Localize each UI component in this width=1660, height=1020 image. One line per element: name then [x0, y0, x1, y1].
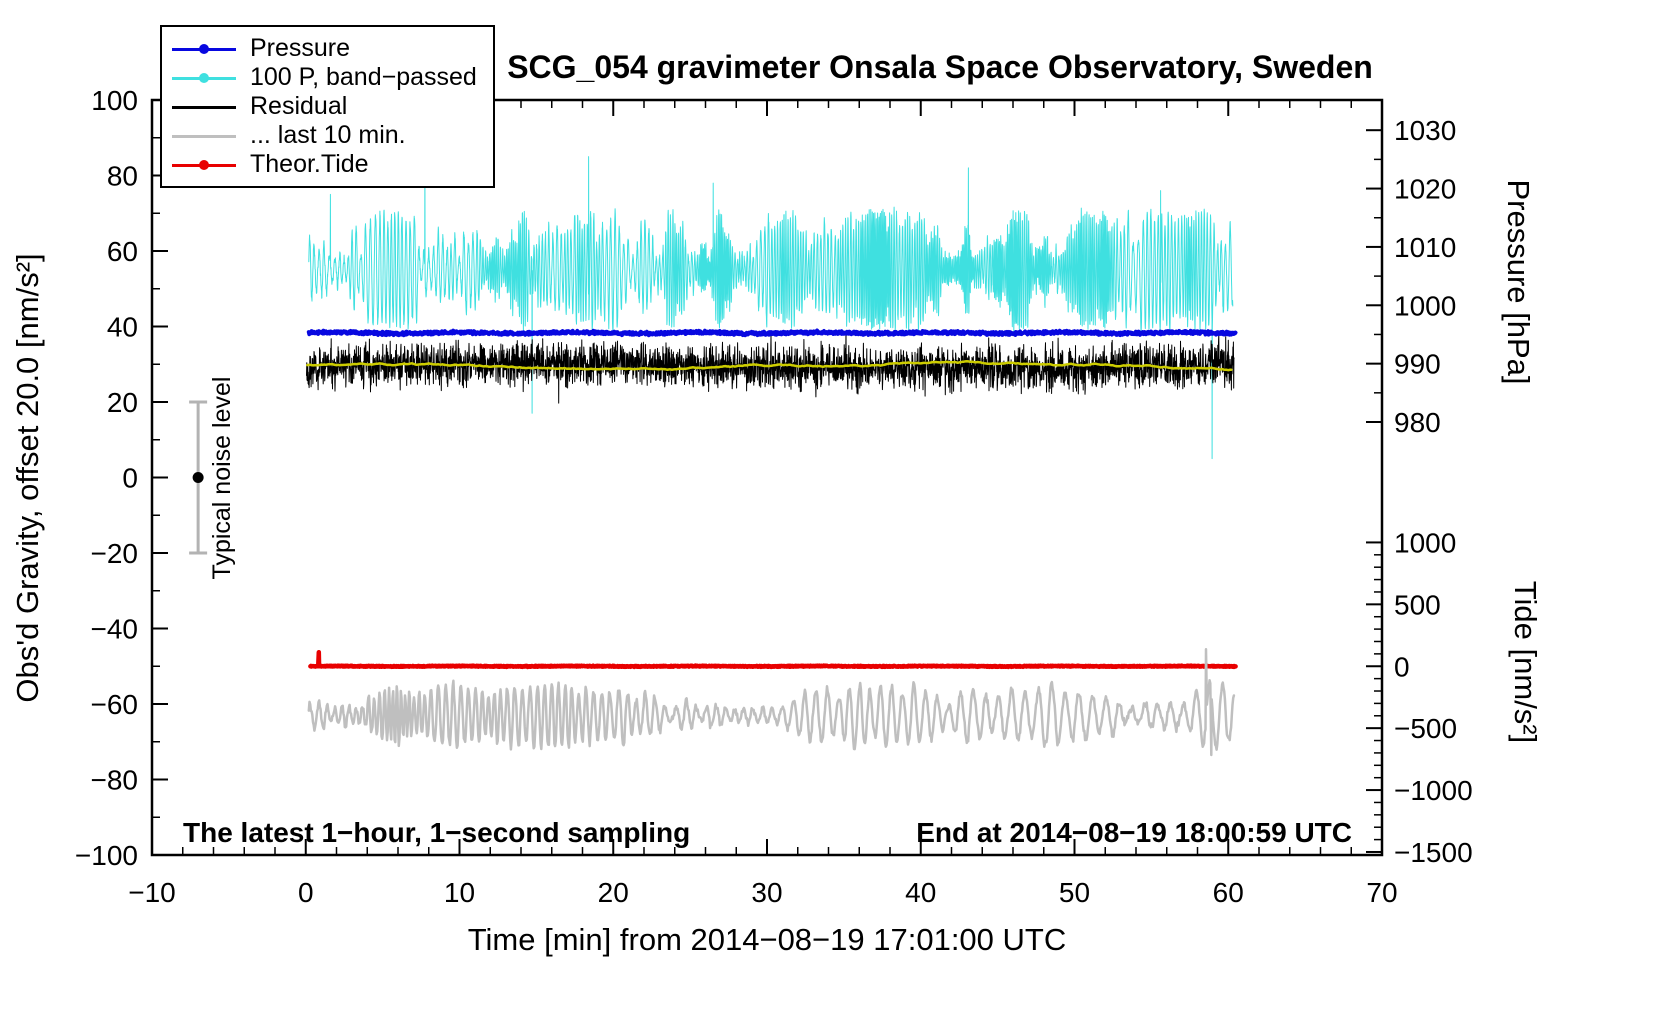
chart-built-content: −10 0 10 20 30 40 50 60 70−100−80−60−40−20020406…: [75, 85, 1473, 908]
x-tick-label: 40: [905, 877, 936, 908]
legend-label: ... last 10 min.: [250, 121, 406, 149]
y-tick-label-tide: −1500: [1394, 837, 1473, 868]
x-tick-label: 0: [298, 877, 314, 908]
y-tick-label-pressure: 990: [1394, 349, 1441, 380]
y-tick-label-pressure: 980: [1394, 407, 1441, 438]
legend-marker: [172, 130, 236, 142]
y-tick-label-tide: 1000: [1394, 527, 1456, 558]
x-tick-label: 50: [1059, 877, 1090, 908]
y-tick-label-gravity: 100: [91, 85, 138, 116]
legend-item: ... last 10 min.: [172, 121, 477, 150]
legend-label: Pressure: [250, 34, 351, 62]
end-time-note: End at 2014−08−19 18:00:59 UTC: [916, 817, 1352, 848]
y-tick-label-pressure: 1010: [1394, 232, 1456, 263]
legend-item: Residual: [172, 92, 477, 121]
y-tick-label-gravity: −60: [91, 689, 139, 720]
y-tick-label-pressure: 1030: [1394, 115, 1456, 146]
series-residual_smoothed: [306, 360, 1233, 372]
y-tick-label-tide: −500: [1394, 713, 1457, 744]
legend-item: 100 P, band−passed: [172, 63, 477, 92]
x-tick-label: −10: [128, 877, 176, 908]
y-axis-label-tide: Tide [nm/s²]: [1508, 581, 1543, 744]
legend-item: Theor.Tide: [172, 150, 477, 179]
x-tick-label: 20: [598, 877, 629, 908]
axis-ticks: [151, 99, 1383, 856]
series-pressure: [306, 328, 1238, 338]
chart-title: SCG_054 gravimeter Onsala Space Observat…: [507, 49, 1373, 85]
y-axis-label-pressure: Pressure [hPa]: [1501, 179, 1536, 384]
series-band_passed: [308, 156, 1234, 460]
x-tick-label: 70: [1366, 877, 1397, 908]
x-tick-label: 60: [1213, 877, 1244, 908]
x-axis-label: Time [min] from 2014−08−19 17:01:00 UTC: [468, 922, 1067, 957]
y-axis-label-gravity: Obs'd Gravity, offset 20.0 [nm/s²]: [10, 253, 45, 702]
series-residual: [306, 331, 1235, 404]
legend-label: Residual: [250, 92, 348, 120]
x-tick-label: 10: [444, 877, 475, 908]
y-tick-label-gravity: −20: [91, 538, 139, 569]
y-tick-label-gravity: −40: [91, 614, 139, 645]
sampling-note: The latest 1−hour, 1−second sampling: [183, 817, 690, 848]
axis-minor-ticks: [152, 100, 1382, 855]
y-tick-label-tide: 500: [1394, 589, 1441, 620]
series-last_10_min: [307, 648, 1236, 757]
noise-level-label: Typical noise level: [208, 377, 236, 580]
y-tick-label-pressure: 1020: [1394, 174, 1456, 205]
y-tick-label-gravity: 20: [107, 387, 138, 418]
y-tick-label-tide: 0: [1394, 651, 1410, 682]
legend-item: Pressure: [172, 34, 477, 63]
series-group: [306, 156, 1238, 757]
legend-marker: [172, 159, 236, 171]
noise-level-dot: [192, 472, 204, 483]
y-tick-label-gravity: 0: [122, 463, 138, 494]
legend-marker: [172, 72, 236, 84]
series-theor_tide: [308, 650, 1238, 670]
legend-label: 100 P, band−passed: [250, 63, 477, 91]
y-tick-label-gravity: −80: [91, 765, 139, 796]
legend-marker: [172, 43, 236, 55]
plot-border: [150, 98, 1384, 857]
y-tick-label-pressure: 1000: [1394, 290, 1456, 321]
axis-tick-labels: −10 0 10 20 30 40 50 60 70−100−80−60−40−20020406…: [75, 85, 1473, 908]
y-tick-label-gravity: 80: [107, 161, 138, 192]
legend-label: Theor.Tide: [250, 150, 369, 178]
legend: Pressure 100 P, band−passed Residual... la…: [160, 25, 495, 188]
legend-marker: [172, 101, 236, 113]
x-tick-label: 30: [751, 877, 782, 908]
y-tick-label-gravity: 60: [107, 236, 138, 267]
y-tick-label-gravity: −100: [75, 840, 138, 871]
noise-level-errorbar: [189, 400, 208, 555]
y-tick-label-gravity: 40: [107, 312, 138, 343]
y-tick-label-tide: −1000: [1394, 775, 1473, 806]
